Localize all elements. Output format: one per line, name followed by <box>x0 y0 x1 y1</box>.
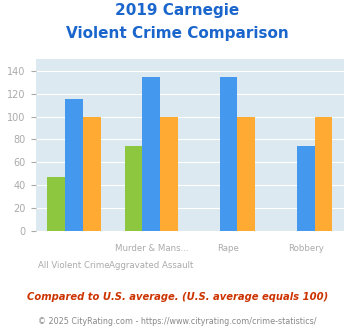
Bar <box>125 146 142 231</box>
Text: Robbery: Robbery <box>288 244 324 253</box>
Text: Rape: Rape <box>218 244 240 253</box>
Text: All Violent Crime: All Violent Crime <box>38 261 110 270</box>
Bar <box>48 177 65 231</box>
Text: © 2025 CityRating.com - https://www.cityrating.com/crime-statistics/: © 2025 CityRating.com - https://www.city… <box>38 317 317 326</box>
Text: Aggravated Assault: Aggravated Assault <box>109 261 193 270</box>
Bar <box>297 146 315 231</box>
Text: Murder & Mans...: Murder & Mans... <box>115 244 188 253</box>
Bar <box>315 116 332 231</box>
Text: 2019 Carnegie: 2019 Carnegie <box>115 3 240 18</box>
Text: Compared to U.S. average. (U.S. average equals 100): Compared to U.S. average. (U.S. average … <box>27 292 328 302</box>
Bar <box>83 116 101 231</box>
Bar <box>65 99 83 231</box>
Text: Violent Crime Comparison: Violent Crime Comparison <box>66 26 289 41</box>
Bar <box>237 116 255 231</box>
Bar <box>160 116 178 231</box>
Bar <box>142 77 160 231</box>
Bar <box>220 77 237 231</box>
